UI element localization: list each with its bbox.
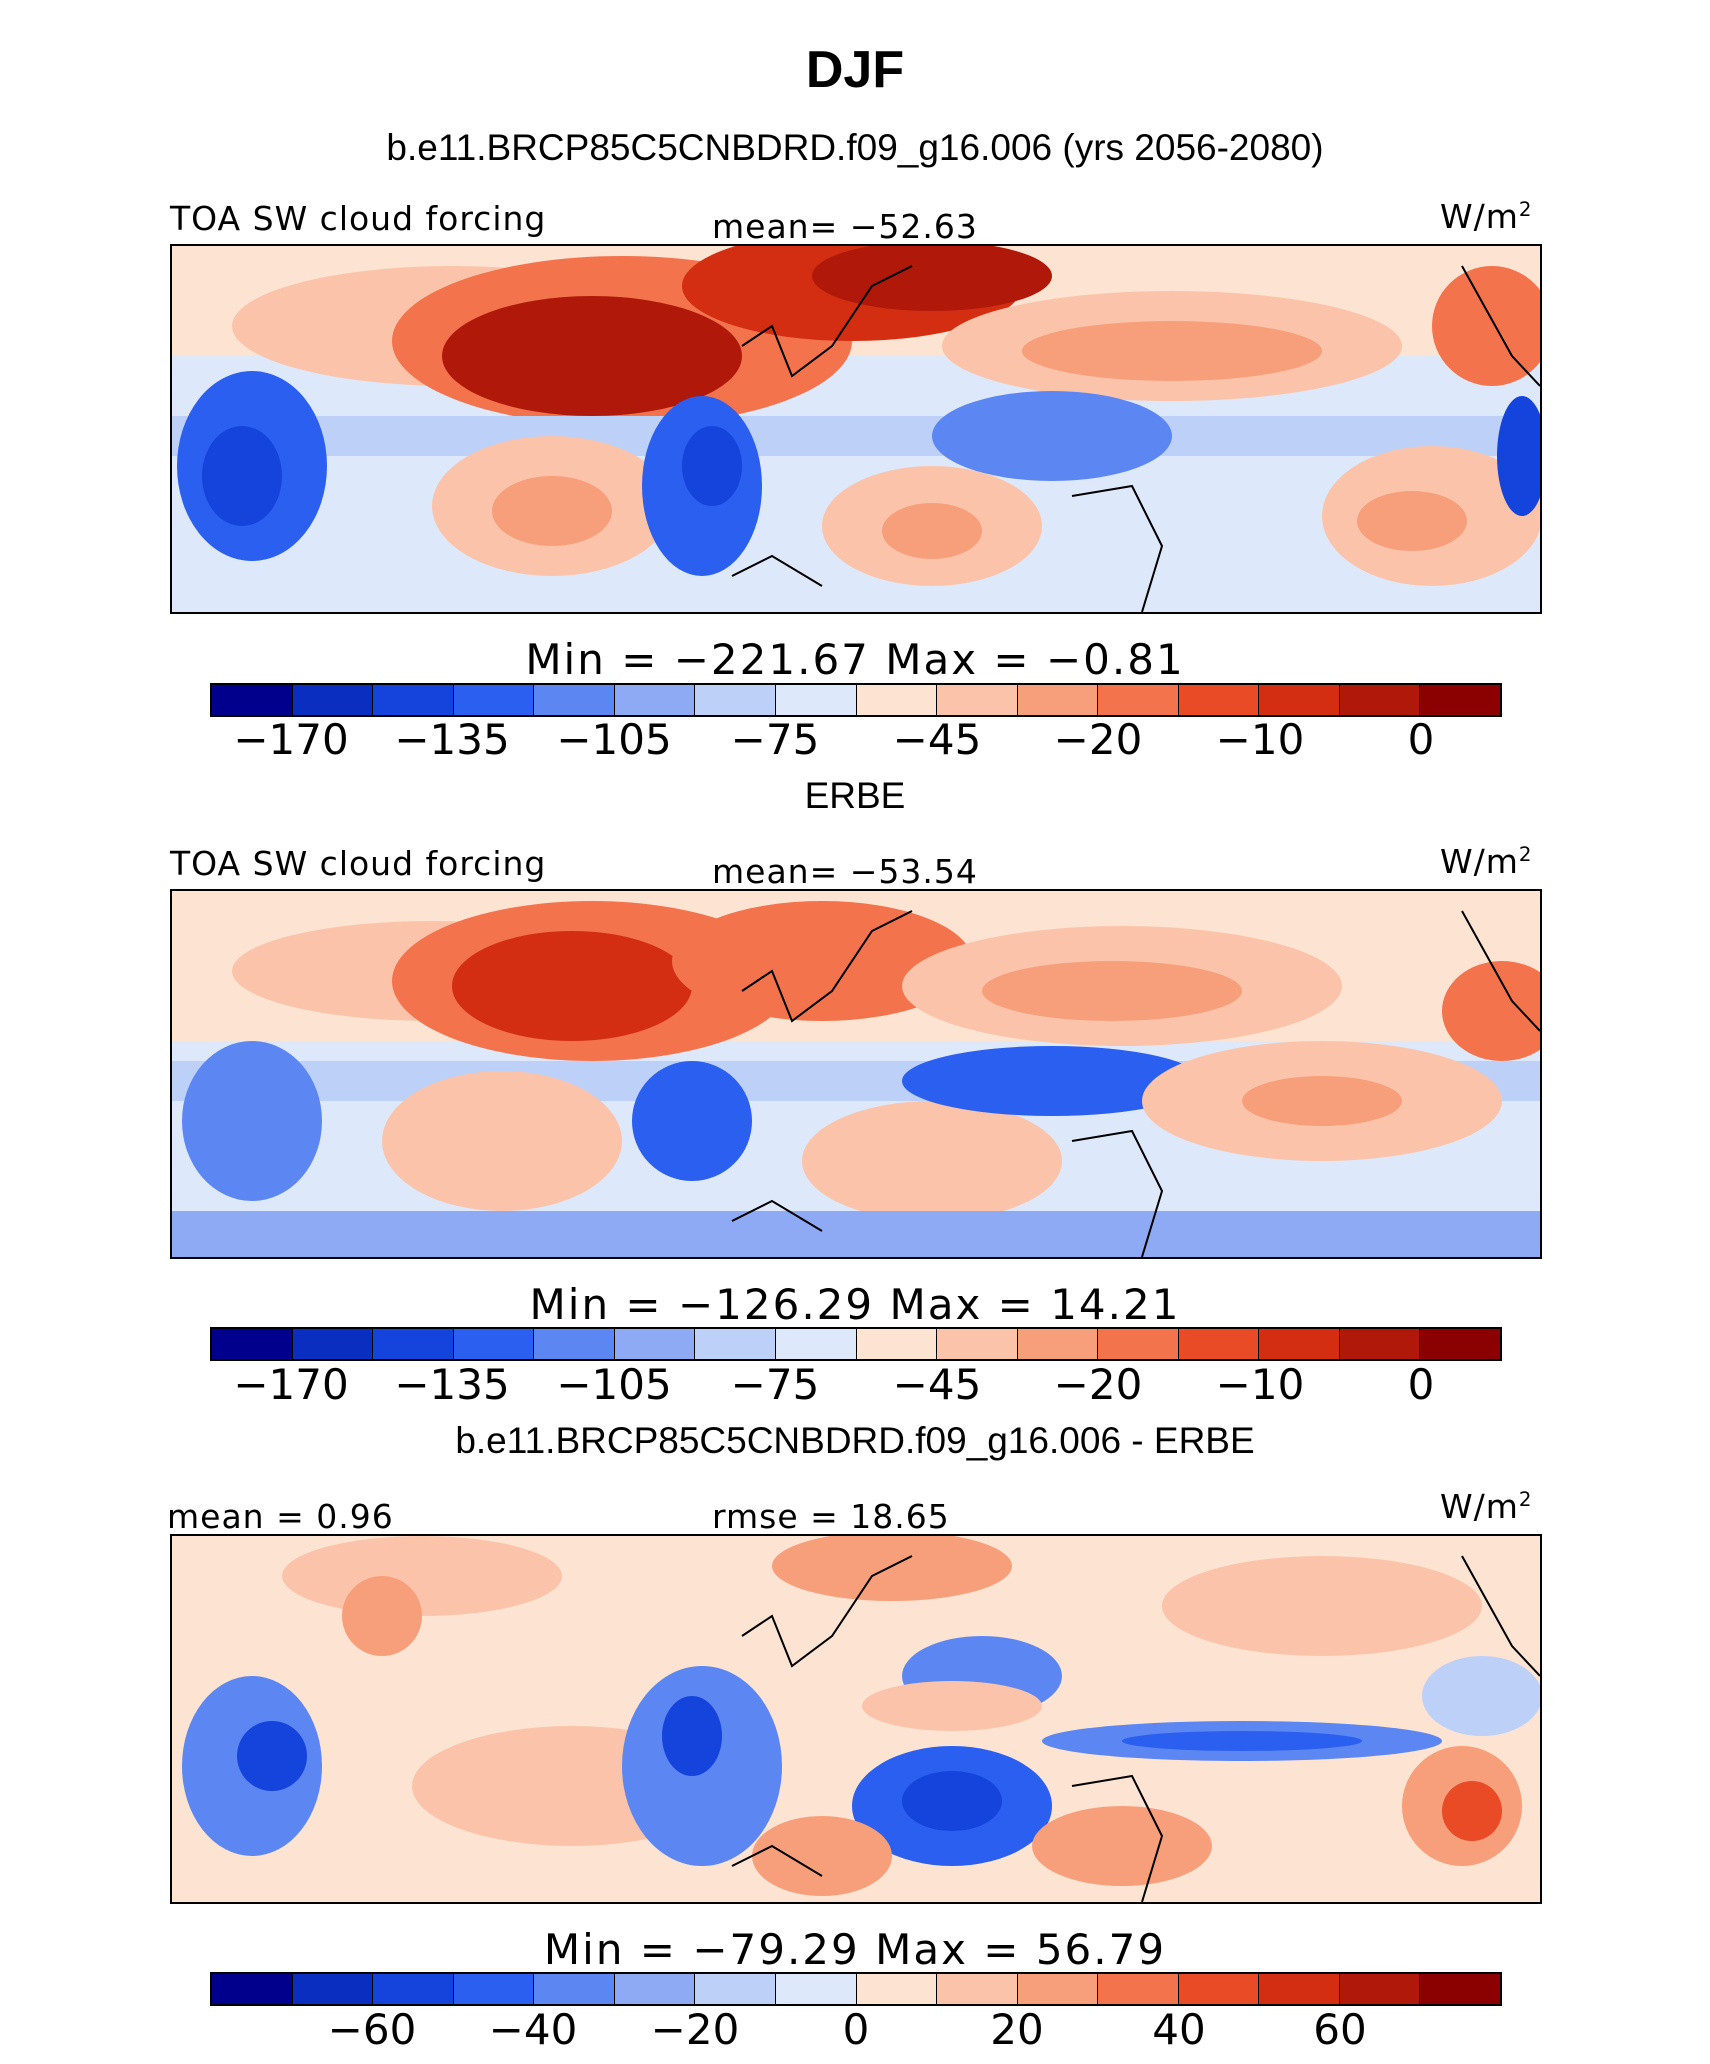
panel-2-title: ERBE [804, 775, 906, 816]
colorbar-box [453, 685, 535, 715]
colorbar-box [534, 1974, 615, 2004]
colorbar-box [695, 685, 776, 715]
colorbar-tick-label: 0 [1407, 1360, 1435, 1409]
panel-3-title: b.e11.BRCP85C5CNBDRD.f09_g16.006 - ERBE [455, 1420, 1255, 1461]
colorbar-box [1420, 1329, 1500, 1359]
colorbar-box [292, 1974, 374, 2004]
colorbar-box [1420, 685, 1500, 715]
panel-2-min-max: Min = −126.29 Max = 14.21 [529, 1280, 1181, 1329]
panel-3-map [170, 1534, 1542, 1904]
colorbar-tick-label: 60 [1313, 2005, 1367, 2054]
panel-1-units: W/m2 [1440, 197, 1533, 236]
colorbar-box [212, 1329, 293, 1359]
colorbar-tick-label: −135 [394, 1360, 510, 1409]
colorbar-box [1339, 685, 1421, 715]
colorbar-box [1098, 1329, 1179, 1359]
colorbar-tick-label: 0 [842, 2005, 870, 2054]
colorbar-box [292, 685, 374, 715]
colorbar-tick-label: −45 [892, 715, 982, 764]
colorbar-tick-label: −135 [394, 715, 510, 764]
colorbar-box [856, 1974, 938, 2004]
colorbar-tick-label: −105 [556, 1360, 672, 1409]
panel-3-min-max: Min = −79.29 Max = 56.79 [543, 1925, 1167, 1974]
colorbar-box [695, 1329, 776, 1359]
panel-1-title: b.e11.BRCP85C5CNBDRD.f09_g16.006 (yrs 20… [386, 127, 1324, 168]
panel-1-colorbar [210, 683, 1502, 717]
colorbar-box [1259, 685, 1340, 715]
colorbar-box [856, 1329, 938, 1359]
colorbar-box [1178, 1974, 1260, 2004]
colorbar-box [1339, 1974, 1421, 2004]
colorbar-box [373, 1974, 454, 2004]
colorbar-tick-label: −105 [556, 715, 672, 764]
colorbar-box [212, 1974, 293, 2004]
panel-3-units: W/m2 [1440, 1487, 1533, 1526]
colorbar-box [534, 685, 615, 715]
colorbar-box [614, 685, 696, 715]
panel-2-units: W/m2 [1440, 842, 1533, 881]
colorbar-box [614, 1974, 696, 2004]
colorbar-tick-label: 0 [1407, 715, 1435, 764]
colorbar-tick-label: −40 [488, 2005, 578, 2054]
colorbar-box [1259, 1329, 1340, 1359]
panel-3-colorbar [210, 1972, 1502, 2006]
colorbar-box [373, 1329, 454, 1359]
colorbar-box [1259, 1974, 1340, 2004]
panel-3-mean-label: mean = 0.96 [167, 1497, 394, 1536]
colorbar-box [292, 1329, 374, 1359]
colorbar-box [453, 1974, 535, 2004]
colorbar-box [1339, 1329, 1421, 1359]
panel-3-rmse-label: rmse = 18.65 [712, 1497, 950, 1536]
colorbar-box [856, 685, 938, 715]
colorbar-tick-label: −20 [1053, 1360, 1143, 1409]
colorbar-box [1098, 685, 1179, 715]
colorbar-box [453, 1329, 535, 1359]
colorbar-box [775, 1329, 857, 1359]
colorbar-box [1017, 1329, 1099, 1359]
colorbar-box [212, 685, 293, 715]
colorbar-tick-label: −10 [1215, 1360, 1305, 1409]
colorbar-box [937, 685, 1018, 715]
panel-1-map [170, 244, 1542, 614]
panel-1-contour-field [172, 246, 1540, 612]
panel-1-min-max: Min = −221.67 Max = −0.81 [525, 635, 1185, 684]
panel-2-variable-label: TOA SW cloud forcing [170, 844, 547, 883]
colorbar-box [1420, 1974, 1500, 2004]
colorbar-tick-label: −10 [1215, 715, 1305, 764]
colorbar-tick-label: −45 [892, 1360, 982, 1409]
colorbar-tick-label: −60 [327, 2005, 417, 2054]
colorbar-box [1098, 1974, 1179, 2004]
colorbar-box [1017, 1974, 1099, 2004]
colorbar-tick-label: −20 [1053, 715, 1143, 764]
colorbar-box [775, 685, 857, 715]
panel-2-colorbar [210, 1327, 1502, 1361]
colorbar-box [373, 685, 454, 715]
panel-1-variable-label: TOA SW cloud forcing [170, 199, 547, 238]
colorbar-tick-label: −170 [233, 715, 349, 764]
panel-2-contour-field [172, 891, 1540, 1257]
colorbar-box [534, 1329, 615, 1359]
colorbar-box [1178, 1329, 1260, 1359]
panel-1-mean-label: mean= −52.63 [712, 207, 978, 246]
panel-2-mean-label: mean= −53.54 [712, 852, 978, 891]
colorbar-tick-label: −75 [730, 715, 820, 764]
colorbar-tick-label: −75 [730, 1360, 820, 1409]
colorbar-tick-label: 40 [1152, 2005, 1206, 2054]
panel-2-map [170, 889, 1542, 1259]
colorbar-box [937, 1329, 1018, 1359]
colorbar-box [1178, 685, 1260, 715]
figure-title: DJF [805, 41, 905, 99]
colorbar-tick-label: −20 [650, 2005, 740, 2054]
colorbar-box [775, 1974, 857, 2004]
panel-3-contour-field [172, 1536, 1540, 1902]
colorbar-box [695, 1974, 776, 2004]
colorbar-tick-label: −170 [233, 1360, 349, 1409]
colorbar-box [1017, 685, 1099, 715]
colorbar-box [614, 1329, 696, 1359]
colorbar-box [937, 1974, 1018, 2004]
colorbar-tick-label: 20 [990, 2005, 1044, 2054]
